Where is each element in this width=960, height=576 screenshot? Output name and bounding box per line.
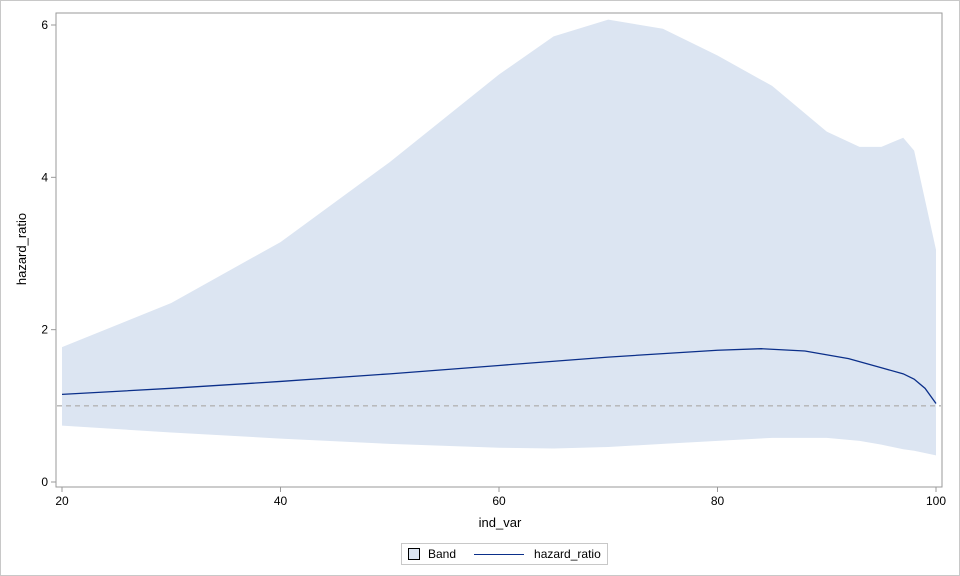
confidence-band <box>62 19 936 456</box>
band-area <box>62 19 936 456</box>
x-tick-label: 100 <box>926 494 946 508</box>
y-tick-label: 0 <box>41 475 48 489</box>
x-axis: 20 40 60 80 100 <box>55 487 946 508</box>
x-tick-label: 20 <box>55 494 69 508</box>
x-axis-label: ind_var <box>479 515 522 530</box>
x-tick-label: 60 <box>492 494 506 508</box>
legend-band-label: Band <box>428 547 457 561</box>
x-tick-label: 80 <box>711 494 725 508</box>
band-swatch-icon <box>408 548 420 560</box>
y-axis-label: hazard_ratio <box>14 213 29 285</box>
y-tick-label: 2 <box>41 323 48 337</box>
y-axis: 0 2 4 6 <box>41 18 56 489</box>
legend-line-label: hazard_ratio <box>534 547 601 561</box>
line-swatch-icon <box>474 553 525 555</box>
y-tick-label: 4 <box>41 170 48 184</box>
x-tick-label: 40 <box>274 494 288 508</box>
legend: Band hazard_ratio <box>401 543 608 565</box>
y-tick-label: 6 <box>41 18 48 32</box>
hazard-ratio-line <box>61 348 937 404</box>
